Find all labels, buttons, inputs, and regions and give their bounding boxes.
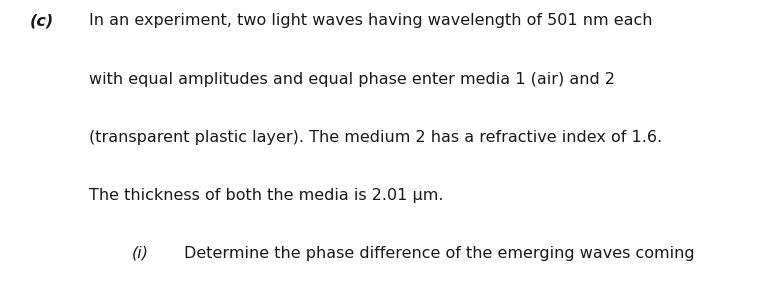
Text: (c): (c) bbox=[30, 13, 54, 28]
Text: In an experiment, two light waves having wavelength of 501 nm each: In an experiment, two light waves having… bbox=[89, 13, 652, 28]
Text: with equal amplitudes and equal phase enter media 1 (air) and 2: with equal amplitudes and equal phase en… bbox=[89, 72, 615, 86]
Text: Determine the phase difference of the emerging waves coming: Determine the phase difference of the em… bbox=[184, 246, 695, 261]
Text: The thickness of both the media is 2.01 μm.: The thickness of both the media is 2.01 … bbox=[89, 188, 443, 203]
Text: (transparent plastic layer). The medium 2 has a refractive index of 1.6.: (transparent plastic layer). The medium … bbox=[89, 130, 662, 145]
Text: (i): (i) bbox=[132, 246, 149, 261]
